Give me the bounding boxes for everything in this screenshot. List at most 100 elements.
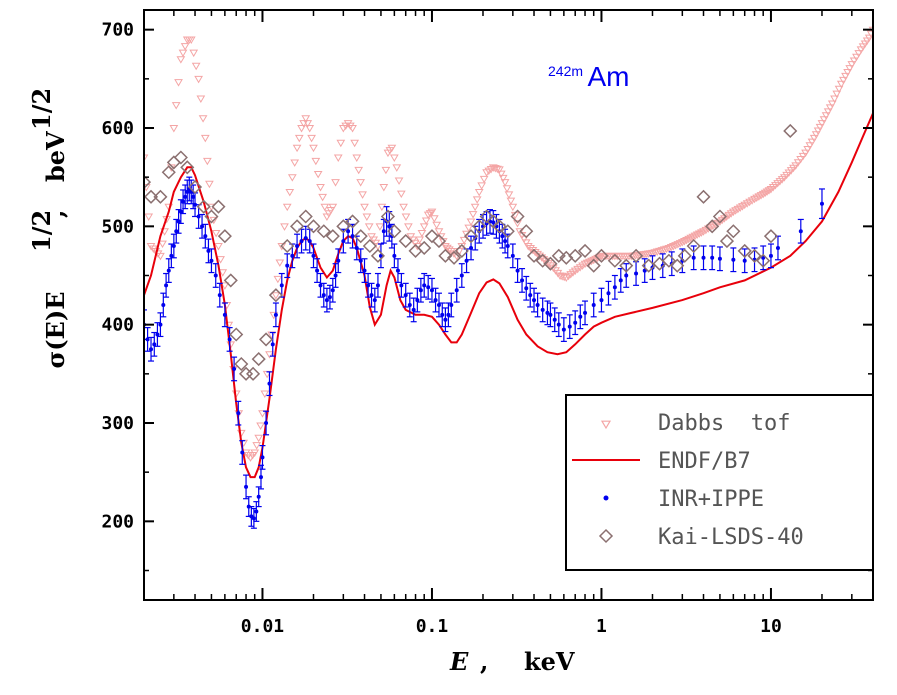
kai-point — [472, 219, 487, 234]
inr-point — [307, 239, 312, 244]
inr-point — [691, 255, 696, 260]
dabbs-point — [294, 134, 304, 143]
inr-point — [491, 220, 496, 225]
dabbs-point — [841, 72, 850, 81]
inr-point — [548, 312, 553, 317]
inr-point — [433, 298, 438, 303]
dabbs-point — [241, 449, 251, 457]
kai-point — [280, 238, 295, 254]
inr-point — [798, 229, 803, 234]
legend-marker — [598, 528, 614, 544]
kai-point — [144, 175, 152, 190]
inr-point — [710, 255, 715, 260]
inr-point — [464, 258, 469, 263]
dabbs-point — [243, 452, 253, 460]
x-axis: 0.01 0.1 1 10 — [143, 10, 874, 637]
inr-point — [381, 229, 386, 234]
inr-point — [152, 342, 157, 347]
dabbs-point — [671, 242, 680, 250]
dabbs-point — [318, 193, 328, 202]
kai-point — [229, 327, 244, 342]
dabbs-point — [158, 240, 167, 249]
y-tick-label: 500 — [101, 216, 134, 237]
kai-point — [424, 229, 440, 244]
dabbs-point — [809, 134, 819, 143]
kai-point — [526, 248, 542, 263]
kai-point — [153, 189, 168, 204]
legend-box — [565, 394, 874, 571]
dabbs-point — [375, 223, 385, 231]
dabbs-point — [436, 233, 446, 241]
inr-point — [209, 258, 214, 263]
dabbs-point — [652, 248, 662, 256]
inr-point — [273, 312, 278, 317]
legend-marker — [600, 420, 612, 430]
dabbs-point — [250, 449, 260, 457]
kai-point — [217, 229, 232, 244]
inr-point — [545, 310, 550, 315]
inr-point — [181, 199, 186, 204]
isotope-element: Am — [587, 61, 629, 92]
dabbs-point — [282, 203, 292, 212]
inr-point — [407, 303, 412, 307]
legend-label: INR+IPPE — [658, 487, 764, 512]
y-axis-title: σ(E)E 1/2 , beV 1/2 — [27, 88, 70, 369]
legend-label: Dabbs tof — [658, 411, 790, 436]
dabbs-point — [356, 179, 366, 187]
kai-point — [187, 179, 203, 195]
legend: Dabbs tof ENDF/B7 INR+IPPE Kai-LSDS-40 — [565, 394, 874, 571]
inr-point — [244, 484, 249, 489]
dabbs-point — [756, 192, 766, 200]
dabbs-point — [186, 36, 196, 44]
dabbs-point — [362, 213, 372, 221]
isotope-annotation: 242m Am — [548, 61, 629, 92]
legend-label: Kai-LSDS-40 — [658, 525, 804, 550]
dabbs-point — [750, 195, 759, 204]
inr-point — [222, 312, 227, 317]
inr-point — [742, 258, 747, 263]
dabbs-point — [764, 187, 774, 195]
inr-point — [358, 258, 363, 263]
dabbs-point — [677, 239, 687, 247]
dabbs-point — [854, 50, 864, 58]
dabbs-point — [421, 217, 431, 225]
inr-point — [418, 288, 423, 293]
inr-point — [429, 288, 434, 293]
inr-point — [227, 337, 232, 342]
kai-point — [336, 219, 351, 234]
inr-point — [196, 214, 201, 219]
dabbs-point — [444, 246, 454, 254]
inr-point — [556, 322, 561, 327]
inr-point — [561, 327, 566, 332]
inr-point — [285, 263, 290, 268]
inr-point — [321, 293, 326, 298]
dabbs-point — [796, 156, 806, 164]
dabbs-point — [156, 252, 165, 261]
dabbs-point — [498, 174, 508, 183]
dabbs-point — [446, 247, 456, 256]
inr-point — [618, 278, 623, 283]
kai-point — [719, 234, 735, 249]
y-axis-title-main: σ(E)E — [41, 292, 70, 369]
dabbs-point — [354, 166, 364, 175]
dabbs-point — [798, 152, 808, 161]
x-axis-title: E , keV — [449, 647, 575, 676]
inr-point — [624, 273, 629, 278]
kai-point — [551, 248, 566, 263]
dabbs-point — [316, 184, 325, 192]
dabbs-point — [328, 203, 338, 212]
dabbs-point — [144, 154, 149, 162]
inr-point — [599, 298, 604, 303]
inr-point — [183, 194, 188, 199]
kai-point — [387, 224, 402, 239]
dabbs-point — [807, 138, 817, 147]
inr-point — [279, 283, 284, 288]
dabbs-point — [791, 162, 801, 170]
dabbs-point — [479, 175, 489, 184]
inr-point — [403, 293, 408, 298]
inr-point — [583, 310, 588, 315]
kai-point — [486, 214, 501, 229]
dabbs-point — [292, 144, 302, 153]
kai-point — [173, 150, 188, 165]
dabbs-point — [277, 243, 287, 251]
